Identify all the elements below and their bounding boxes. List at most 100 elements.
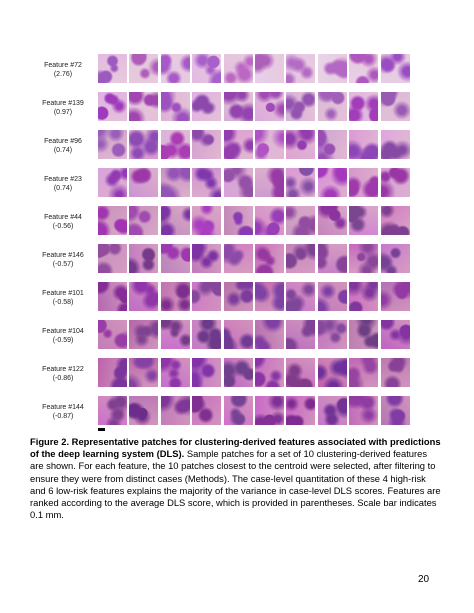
feature-label: Feature #144 (-0.87) bbox=[30, 403, 96, 421]
tissue-patch bbox=[286, 244, 316, 273]
feature-label: Feature #96 (0.74) bbox=[30, 137, 96, 155]
tissue-patch bbox=[255, 54, 284, 83]
tissue-patch bbox=[192, 168, 222, 197]
tissue-patch bbox=[255, 130, 284, 159]
tissue-patch bbox=[380, 396, 410, 425]
feature-label: Feature #104 (-0.59) bbox=[30, 327, 96, 345]
tissue-patch bbox=[317, 244, 347, 273]
tissue-patch bbox=[192, 320, 222, 349]
tissue-patch bbox=[349, 358, 379, 387]
tissue-patch bbox=[98, 54, 127, 83]
tissue-patch bbox=[255, 244, 284, 273]
tissue-patch bbox=[286, 54, 316, 83]
tissue-patch bbox=[160, 396, 190, 425]
tissue-patch bbox=[160, 320, 190, 349]
tissue-patch bbox=[98, 358, 127, 387]
feature-score: (2.76) bbox=[53, 71, 73, 78]
tissue-patch bbox=[192, 244, 222, 273]
tissue-patch bbox=[98, 282, 127, 311]
tissue-patch bbox=[192, 92, 222, 121]
tissue-patch bbox=[129, 168, 159, 197]
tissue-patch bbox=[255, 92, 284, 121]
feature-name: Feature #122 bbox=[42, 366, 84, 373]
tissue-patch bbox=[349, 282, 379, 311]
tissue-patch bbox=[160, 206, 190, 235]
scale-bar bbox=[98, 428, 105, 431]
tissue-patch bbox=[192, 130, 222, 159]
tissue-patch bbox=[223, 130, 253, 159]
tissue-patch bbox=[98, 320, 127, 349]
tissue-patch bbox=[380, 244, 410, 273]
tissue-patch bbox=[317, 282, 347, 311]
tissue-patch bbox=[380, 54, 410, 83]
tissue-patch bbox=[160, 244, 190, 273]
tissue-patch bbox=[98, 168, 127, 197]
feature-label: Feature #72 (2.76) bbox=[30, 61, 96, 79]
tissue-patch bbox=[255, 320, 284, 349]
tissue-patch bbox=[380, 168, 410, 197]
tissue-patch bbox=[223, 244, 253, 273]
tissue-patch bbox=[317, 320, 347, 349]
tissue-patch bbox=[255, 206, 284, 235]
feature-name: Feature #96 bbox=[44, 138, 82, 145]
tissue-patch bbox=[192, 206, 222, 235]
feature-label: Feature #44 (-0.56) bbox=[30, 213, 96, 231]
tissue-patch bbox=[349, 54, 379, 83]
tissue-patch bbox=[380, 358, 410, 387]
tissue-patch bbox=[255, 282, 284, 311]
tissue-patch bbox=[286, 358, 316, 387]
feature-name: Feature #104 bbox=[42, 328, 84, 335]
feature-name: Feature #23 bbox=[44, 176, 82, 183]
tissue-patch bbox=[98, 130, 127, 159]
tissue-patch bbox=[129, 244, 159, 273]
feature-label: Feature #101 (-0.58) bbox=[30, 289, 96, 307]
feature-score: (-0.58) bbox=[52, 299, 74, 306]
feature-name: Feature #72 bbox=[44, 62, 82, 69]
feature-label: Feature #23 (0.74) bbox=[30, 175, 96, 193]
tissue-patch bbox=[286, 282, 316, 311]
feature-name: Feature #101 bbox=[42, 290, 84, 297]
tissue-patch bbox=[286, 92, 316, 121]
tissue-patch bbox=[349, 206, 379, 235]
tissue-patch bbox=[160, 54, 190, 83]
tissue-patch bbox=[223, 206, 253, 235]
tissue-patch bbox=[223, 282, 253, 311]
tissue-patch bbox=[286, 320, 316, 349]
tissue-patch bbox=[317, 358, 347, 387]
tissue-patch bbox=[317, 130, 347, 159]
tissue-patch bbox=[192, 396, 222, 425]
tissue-patch bbox=[223, 396, 253, 425]
tissue-patch bbox=[98, 206, 127, 235]
tissue-patch bbox=[129, 320, 159, 349]
tissue-patch bbox=[317, 54, 347, 83]
tissue-patch bbox=[160, 358, 190, 387]
tissue-patch bbox=[380, 130, 410, 159]
tissue-patch bbox=[255, 168, 284, 197]
tissue-patch bbox=[380, 320, 410, 349]
feature-name: Feature #146 bbox=[42, 252, 84, 259]
feature-name: Feature #139 bbox=[42, 100, 84, 107]
feature-score: (-0.56) bbox=[52, 223, 74, 230]
tissue-patch bbox=[129, 358, 159, 387]
tissue-patch bbox=[192, 358, 222, 387]
caption: Figure 2. Representative patches for clu… bbox=[30, 436, 442, 521]
tissue-patch bbox=[349, 396, 379, 425]
caption-text: Sample patches for a set of 10 clusterin… bbox=[30, 448, 441, 521]
tissue-patch bbox=[129, 206, 159, 235]
tissue-patch bbox=[317, 206, 347, 235]
tissue-patch bbox=[349, 130, 379, 159]
tissue-patch bbox=[160, 130, 190, 159]
tissue-patch bbox=[160, 92, 190, 121]
feature-score: (0.97) bbox=[53, 109, 73, 116]
feature-score: (-0.87) bbox=[52, 413, 74, 420]
caption-title: Figure 2. Representative patches for clu… bbox=[30, 436, 441, 460]
tissue-patch bbox=[380, 92, 410, 121]
page-number: 20 bbox=[418, 574, 430, 585]
tissue-patch bbox=[98, 92, 127, 121]
tissue-patch bbox=[317, 168, 347, 197]
tissue-patch bbox=[129, 130, 159, 159]
feature-score: (0.74) bbox=[53, 185, 73, 192]
tissue-patch bbox=[129, 282, 159, 311]
feature-name: Feature #144 bbox=[42, 404, 84, 411]
tissue-patch bbox=[349, 244, 379, 273]
